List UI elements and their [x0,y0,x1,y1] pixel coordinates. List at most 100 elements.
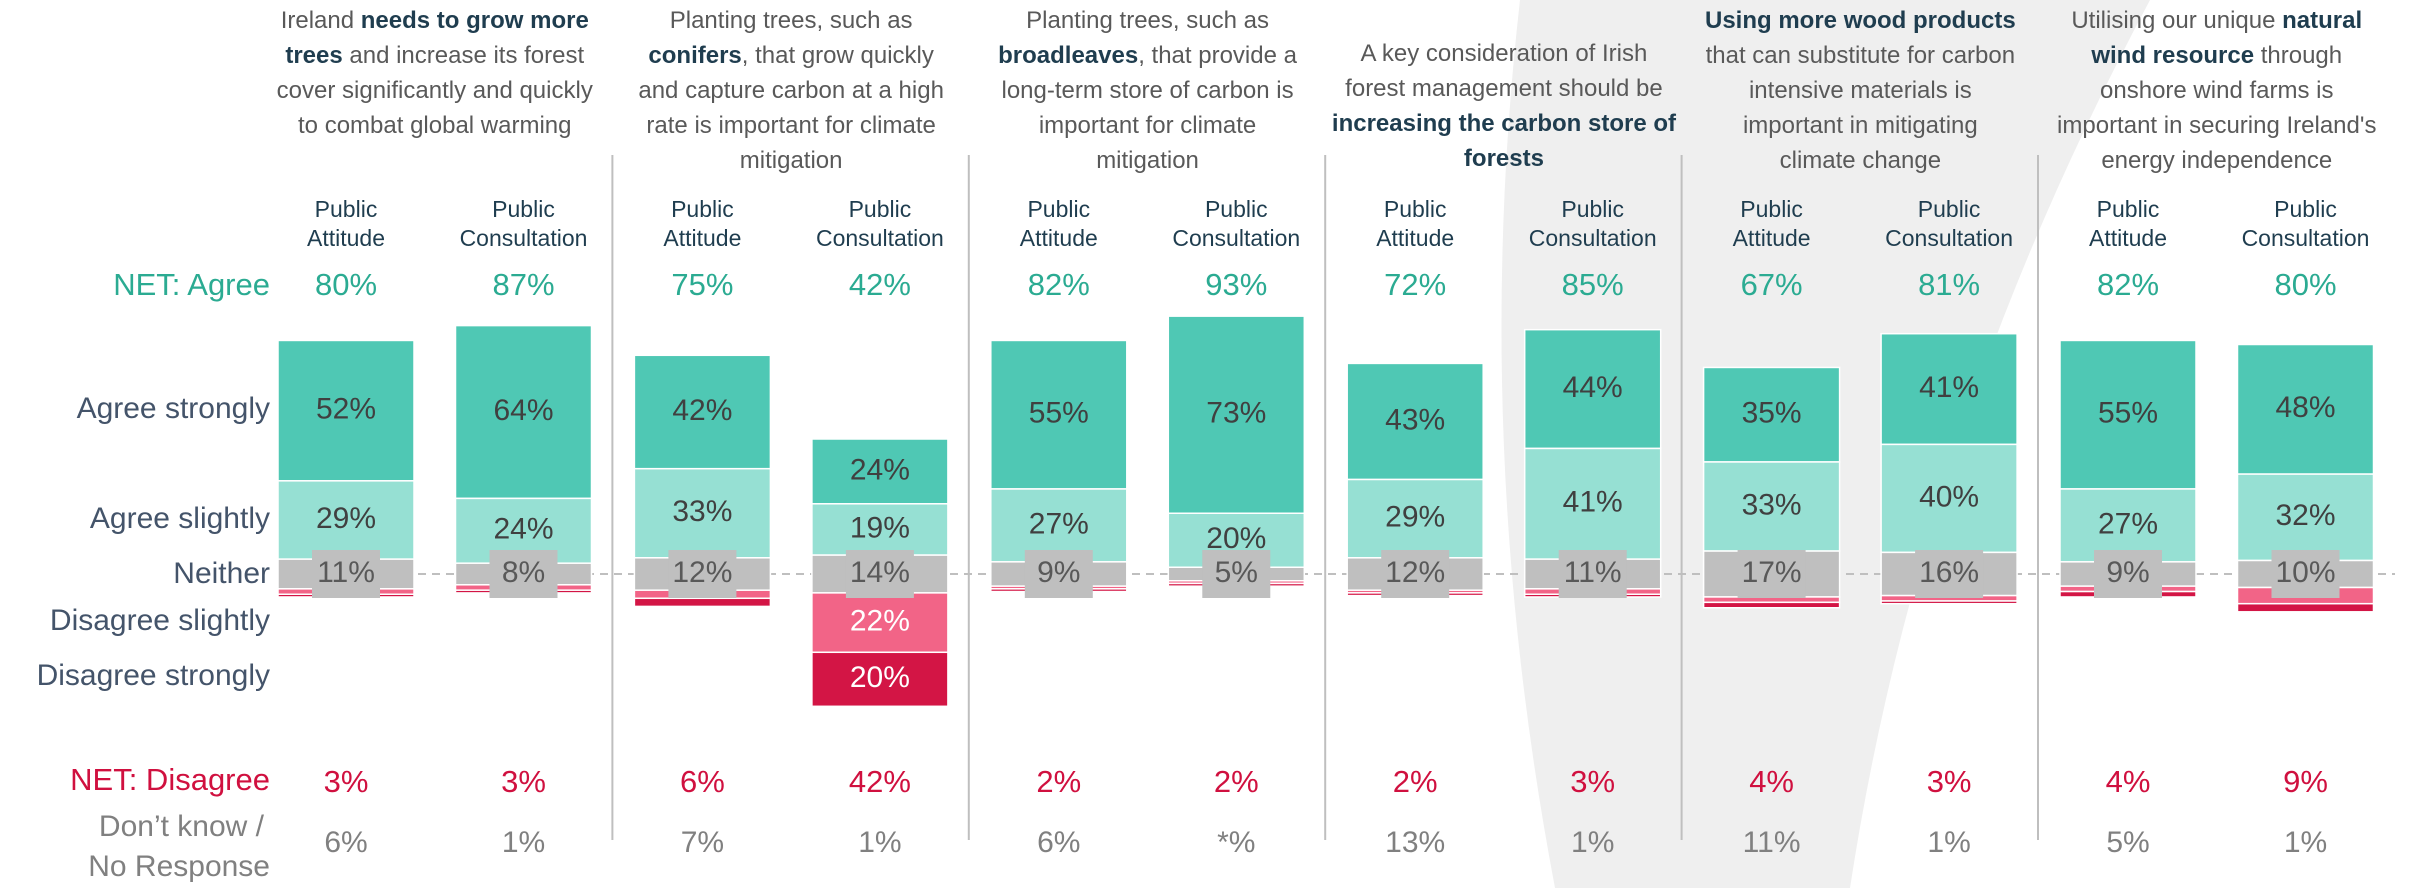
title-run: climate change [1780,147,1941,174]
segment-label: 41% [1919,371,1979,404]
bar-segment [1880,600,2018,605]
title-run: important in securing Ireland's [2057,112,2376,139]
segment-label: 20% [850,661,910,694]
title-run: to combat global warming [298,112,571,139]
title-run: important for climate [1039,112,1256,139]
bar-segment [277,480,415,560]
title-run: broadleaves [998,42,1138,69]
net-disagree-value: 42% [849,764,911,799]
statement-title: Planting trees, such as [670,7,913,34]
bar-segment [1702,601,1841,609]
column-header: Attitude [663,225,741,251]
label-box [668,550,737,598]
statement-title: long-term store of carbon is [1001,77,1293,104]
segment-label: 73% [1206,397,1266,430]
label-box [2094,550,2162,598]
statement-title: Planting trees, such as [1026,7,1269,34]
column-header: Attitude [2089,225,2167,251]
statement-title: mitigation [740,147,843,174]
column-header: Consultation [2242,225,2370,251]
dont-know-value: 6% [324,826,367,859]
bar-segment [1346,478,1484,559]
net-disagree-value: 2% [1214,764,1259,799]
label-box [2271,550,2340,598]
segment-label: 5% [1215,556,1258,589]
bar-segment [633,467,772,559]
column-header: Consultation [1529,225,1657,251]
dont-know-value: 1% [1927,826,1970,859]
net-disagree-value: 4% [1749,764,1794,799]
column-header: Attitude [1733,225,1811,251]
statement-title: forest management should be [1345,75,1663,102]
bar-segment [1523,447,1662,560]
statement-title: trees and increase its forest [285,42,584,69]
net-disagree-value: 2% [1036,764,1081,799]
label-box [1202,550,1271,598]
net-disagree-value: 3% [1927,764,1972,799]
title-run: rate is important for climate [646,112,935,139]
segment-label: 33% [1742,488,1802,521]
column-header: Attitude [307,225,385,251]
dont-know-value: 1% [502,826,545,859]
bar-segment [1880,443,2018,554]
segment-label: 22% [850,605,910,638]
segment-label: 55% [2098,397,2158,430]
net-agree-value: 80% [315,267,377,302]
title-run: important in mitigating [1743,112,1978,139]
segment-label: 9% [1037,556,1080,589]
title-run: intensive materials is [1749,77,1972,104]
title-run: forest management should be [1345,75,1663,102]
title-run: , that grow quickly [742,42,934,69]
title-run: Planting trees, such as [670,7,913,34]
segment-label: 29% [316,502,376,535]
net-disagree-value: 9% [2283,764,2328,799]
title-run: conifers [648,42,741,69]
row-label: Agree strongly [77,392,270,425]
segment-label: 33% [672,495,732,528]
title-run: Ireland [281,7,361,34]
column-header: Public [492,196,555,222]
bar-segment [277,339,415,482]
column-header: Consultation [1172,225,1300,251]
statement-title: Ireland needs to grow more [281,7,589,34]
bar-segment [990,488,1128,563]
segment-label: 9% [2106,556,2149,589]
net-disagree-value: 3% [501,764,546,799]
label-box [1737,550,1806,598]
net-agree-label: NET: Agree [113,267,270,302]
title-run: cover significantly and quickly [277,77,593,104]
segment-label: 10% [2275,556,2335,589]
bar-segment [1702,461,1841,552]
bar-segment [2059,488,2197,563]
title-run: mitigation [740,147,843,174]
segment-label: 40% [1919,480,1979,513]
column-header: Public [1561,196,1624,222]
bar-segment [811,592,949,654]
statement-title: that can substitute for carbon [1706,42,2016,69]
bar-segment [811,651,949,708]
dont-know-label: No Response [88,850,270,883]
segment-label: 24% [850,453,910,486]
segment-label: 17% [1742,556,1802,589]
dont-know-value: *% [1217,826,1255,859]
title-run: Using more wood products [1705,7,2016,34]
column-header: Public [1740,196,1803,222]
statement-title: Utilising our unique natural [2071,7,2362,34]
bar-segment [1702,366,1841,463]
segment-label: 12% [1385,556,1445,589]
label-box [489,550,558,598]
segment-label: 64% [493,394,553,427]
title-run: forests [1464,145,1544,172]
bar-segment [990,339,1128,490]
bar-segment [454,324,593,500]
bar-segment [811,503,949,556]
statement-title: broadleaves, that provide a [998,42,1297,69]
segment-label: 48% [2275,391,2335,424]
title-run: mitigation [1096,147,1199,174]
dont-know-label: Don’t know / [99,810,265,843]
column-header: Public [315,196,378,222]
net-disagree-value: 4% [2106,764,2151,799]
title-run: and capture carbon at a high [638,77,944,104]
title-run: through [2254,42,2342,69]
